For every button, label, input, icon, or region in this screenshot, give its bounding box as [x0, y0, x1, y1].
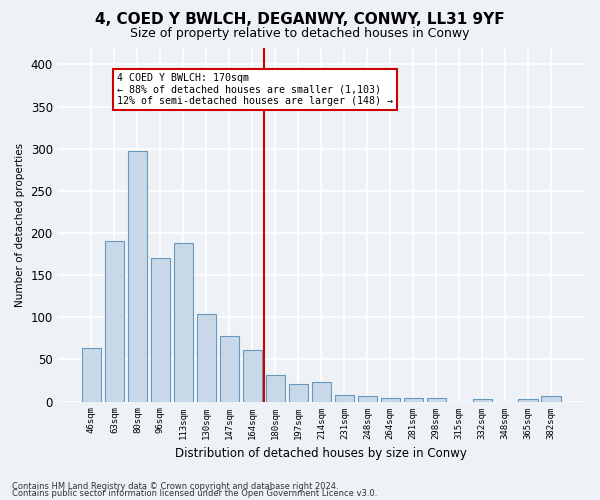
- Bar: [358, 396, 377, 402]
- Bar: [404, 398, 423, 402]
- X-axis label: Distribution of detached houses by size in Conwy: Distribution of detached houses by size …: [175, 447, 467, 460]
- Bar: [473, 399, 492, 402]
- Bar: [335, 395, 354, 402]
- Text: 4 COED Y BWLCH: 170sqm
← 88% of detached houses are smaller (1,103)
12% of semi-: 4 COED Y BWLCH: 170sqm ← 88% of detached…: [116, 73, 392, 106]
- Bar: [151, 258, 170, 402]
- Bar: [266, 374, 285, 402]
- Bar: [427, 398, 446, 402]
- Bar: [242, 350, 262, 402]
- Y-axis label: Number of detached properties: Number of detached properties: [15, 142, 25, 306]
- Bar: [289, 384, 308, 402]
- Bar: [380, 398, 400, 402]
- Text: Size of property relative to detached houses in Conwy: Size of property relative to detached ho…: [130, 28, 470, 40]
- Bar: [197, 314, 216, 402]
- Bar: [541, 396, 561, 402]
- Bar: [518, 399, 538, 402]
- Text: Contains public sector information licensed under the Open Government Licence v3: Contains public sector information licen…: [12, 489, 377, 498]
- Bar: [311, 382, 331, 402]
- Text: 4, COED Y BWLCH, DEGANWY, CONWY, LL31 9YF: 4, COED Y BWLCH, DEGANWY, CONWY, LL31 9Y…: [95, 12, 505, 28]
- Bar: [173, 243, 193, 402]
- Bar: [104, 242, 124, 402]
- Bar: [128, 151, 147, 402]
- Text: Contains HM Land Registry data © Crown copyright and database right 2024.: Contains HM Land Registry data © Crown c…: [12, 482, 338, 491]
- Bar: [82, 348, 101, 402]
- Bar: [220, 336, 239, 402]
